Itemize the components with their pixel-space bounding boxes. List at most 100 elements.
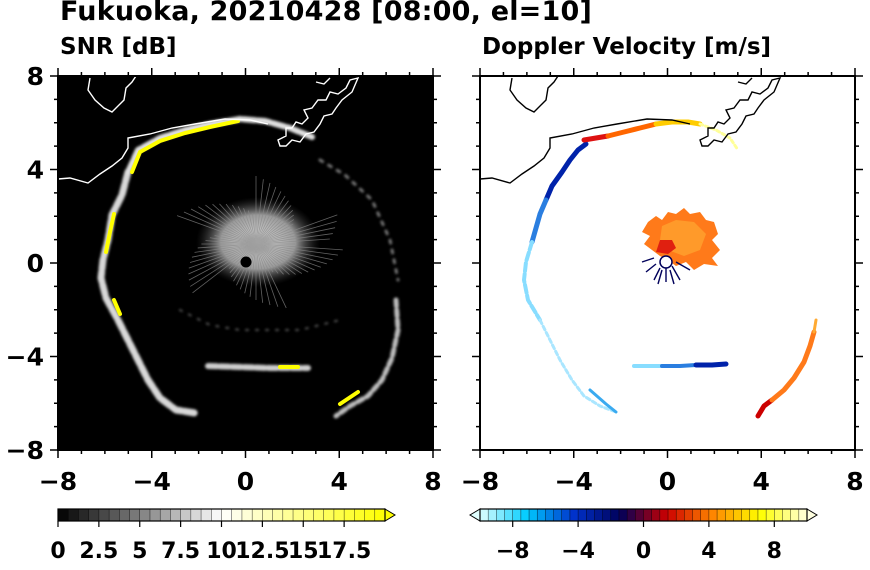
doppler-colorbar-segment (602, 509, 612, 521)
snr-colorbar-segment (88, 509, 100, 521)
snr-ring-echo-north (125, 116, 315, 175)
snr-near-field-ray (188, 243, 257, 269)
doppler-colorbar-segment (782, 509, 792, 521)
doppler-colorbar-segment (480, 509, 489, 521)
doppler-colorbar-segment (659, 509, 669, 521)
doppler-colorbar-segment (529, 509, 538, 521)
doppler-ring-echo-southwest (538, 318, 618, 414)
doppler-colorbar-segment (749, 509, 759, 521)
snr-near-field-ray (205, 240, 257, 245)
snr-colorbar-tick-label: 15 (288, 539, 319, 564)
snr-radar-site-marker (240, 256, 252, 268)
snr-colorbar-segment (78, 509, 90, 521)
snr-near-field-ray (252, 213, 257, 245)
snr-near-field-ray (255, 243, 290, 275)
snr-x-tick-label: −4 (133, 467, 171, 496)
doppler-colorbar-segment (790, 509, 800, 521)
snr-near-field-ray (225, 203, 257, 245)
snr-colorbar-segment (293, 509, 304, 521)
snr-near-field-ray (244, 243, 257, 294)
doppler-colorbar-segment (798, 509, 808, 521)
snr-near-field-ray (232, 204, 257, 245)
snr-colorbar-segment (241, 509, 253, 521)
doppler-colorbar-extend-min (469, 508, 481, 522)
doppler-colorbar-segment (733, 509, 743, 521)
snr-colorbar-segment (221, 509, 233, 521)
snr-colorbar-tick-label: 5 (132, 539, 147, 564)
snr-near-field-ray (183, 211, 257, 245)
snr-near-field-ray (255, 243, 343, 251)
snr-colorbar-tick-label: 12.5 (235, 539, 289, 564)
snr-colorbar-segment (98, 509, 110, 521)
doppler-colorbar-tick-label: −8 (496, 539, 530, 564)
snr-colorbar-tick-label: 17.5 (317, 539, 371, 564)
doppler-colorbar-segment (757, 509, 767, 521)
snr-near-field-ray (255, 243, 264, 303)
snr-near-field-ray (197, 243, 257, 249)
doppler-colorbar-segment (553, 509, 563, 521)
doppler-colorbar-segment (741, 509, 751, 521)
snr-near-field-ray (255, 243, 315, 271)
snr-x-tick-label: 4 (331, 467, 348, 496)
doppler-colorbar-segment (717, 509, 726, 521)
snr-near-field-ray (255, 243, 333, 261)
snr-colorbar-segment (119, 509, 131, 521)
snr-colorbar-segment (303, 509, 314, 521)
snr-colorbar-segment (190, 509, 202, 521)
snr-near-field-ray (219, 233, 257, 245)
snr-near-field-ray (255, 227, 293, 245)
doppler-colorbar-segment (561, 509, 571, 521)
snr-near-field-ray (190, 208, 257, 245)
doppler-colorbar (469, 508, 818, 527)
doppler-colorbar-segment (676, 509, 685, 521)
snr-near-field-ray (255, 221, 337, 245)
snr-near-field-ray (255, 223, 294, 245)
snr-near-field-ray (255, 243, 321, 268)
doppler-colorbar-segment (708, 509, 718, 521)
doppler-ring-echo-west-upper (529, 197, 549, 245)
snr-colorbar-segment (313, 509, 325, 521)
doppler-x-tick-label: 0 (659, 467, 676, 496)
doppler-colorbar-segment (586, 509, 595, 521)
snr-colorbar-segment (58, 509, 69, 521)
snr-colorbar-segment (262, 509, 274, 521)
doppler-x-tick-label: 4 (753, 467, 770, 496)
doppler-ring-echo-west (522, 240, 542, 322)
snr-near-field-ray (255, 195, 286, 245)
snr-coastline (58, 76, 360, 184)
doppler-colorbar-segment (651, 509, 661, 521)
doppler-colorbar-tick-label: 0 (636, 539, 651, 564)
snr-strong-segment-sw (112, 298, 122, 316)
snr-near-field-ray (214, 235, 257, 245)
snr-near-field-ray (255, 209, 294, 245)
snr-near-field-ray (255, 227, 336, 245)
doppler-x-tick-label: 8 (846, 467, 863, 496)
snr-strong-segment-west (104, 212, 116, 254)
doppler-panel: −8 −4 0 4 8 (461, 68, 864, 496)
snr-colorbar-segment (211, 509, 222, 521)
doppler-panel-title: Doppler Velocity [m/s] (482, 34, 772, 60)
snr-colorbar-segment (201, 509, 212, 521)
snr-near-field-ray (188, 243, 257, 281)
doppler-colorbar-segment (643, 509, 653, 521)
doppler-colorbar-segment (594, 509, 604, 521)
snr-near-field-ray (255, 243, 303, 274)
doppler-colorbar-segment (700, 509, 710, 521)
doppler-colorbar-segment (545, 509, 555, 521)
snr-near-field-ray (255, 233, 333, 245)
doppler-colorbar-segment (578, 509, 587, 521)
snr-near-field-ray (255, 186, 277, 245)
snr-strong-segment-north (130, 119, 240, 174)
snr-near-field-ray (192, 243, 257, 294)
snr-colorbar-segment (344, 509, 355, 521)
snr-colorbar-segment (180, 509, 192, 521)
snr-colorbar-segment (364, 509, 376, 521)
snr-colorbar-segment (68, 509, 79, 521)
doppler-ring-echo-east (755, 397, 775, 419)
doppler-colorbar-extend-max (806, 508, 818, 522)
doppler-x-tick-label: −4 (555, 467, 593, 496)
snr-x-tick-label: −8 (39, 467, 77, 496)
snr-colorbar-segment (374, 509, 386, 521)
doppler-colorbar-segment (610, 509, 620, 521)
